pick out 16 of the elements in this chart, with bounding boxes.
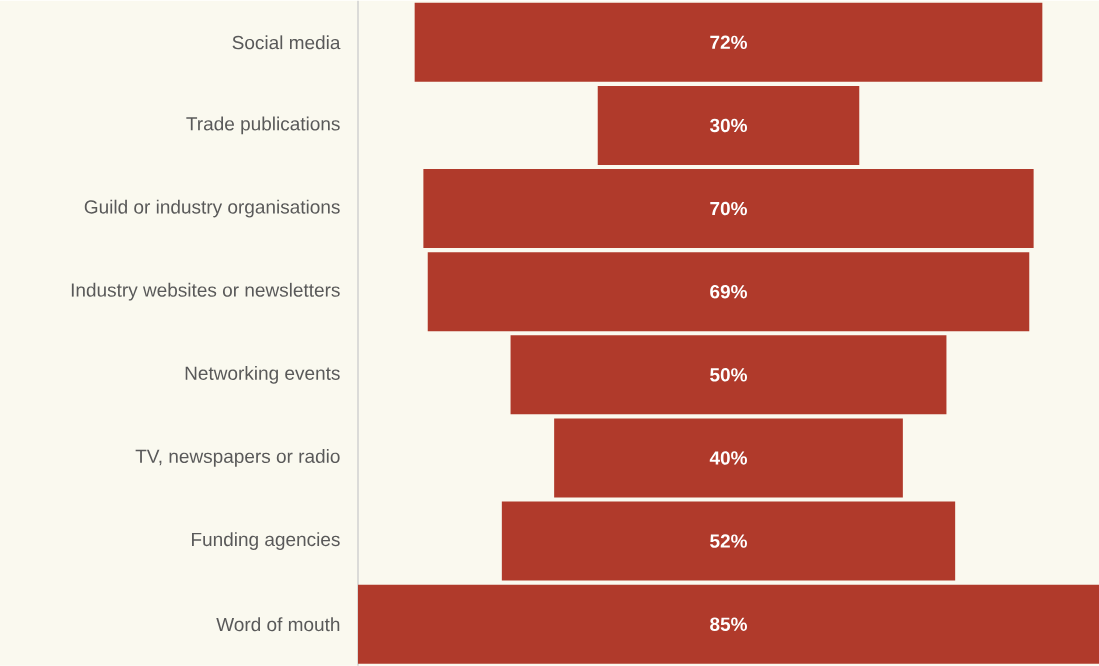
data-label: 30% <box>709 118 747 132</box>
data-label: 50% <box>710 367 747 382</box>
data-label: 85% <box>710 617 747 631</box>
category-label: Word of mouth <box>216 616 340 631</box>
category-label: Trade publications <box>186 116 340 135</box>
data-label: 70% <box>710 201 747 216</box>
category-label: TV, newspapers or radio <box>135 448 340 467</box>
data-label: 72% <box>710 35 747 49</box>
data-label: 40% <box>709 450 747 465</box>
category-label: Networking events <box>185 365 340 384</box>
data-label: 69% <box>710 284 747 299</box>
category-label: Industry websites or newsletters <box>71 282 340 301</box>
data-label: 52% <box>710 534 747 548</box>
category-label: Social media <box>232 35 341 50</box>
category-label: Funding agencies <box>192 531 340 550</box>
category-label: Guild or industry organisations <box>84 199 340 218</box>
